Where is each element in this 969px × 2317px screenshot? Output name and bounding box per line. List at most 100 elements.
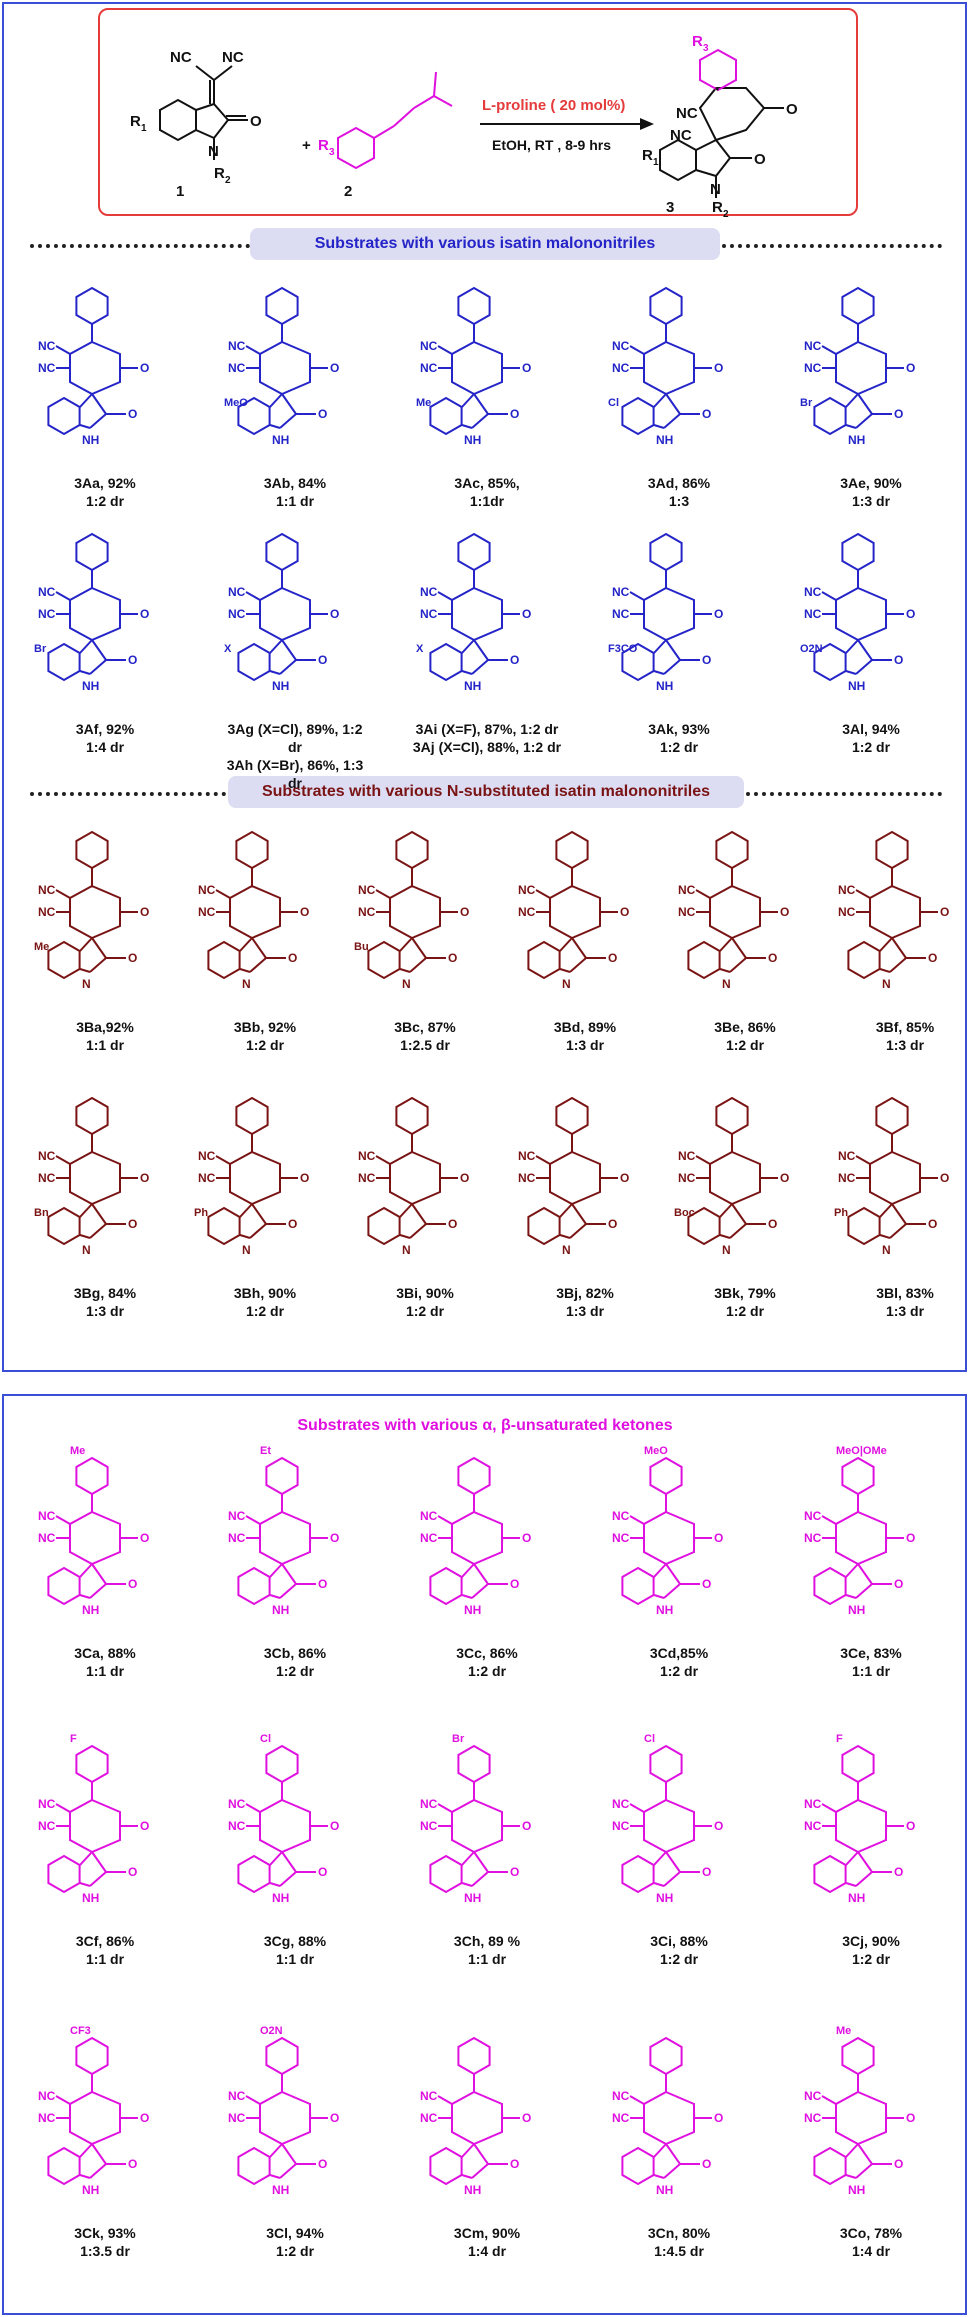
ketone-oxygen: O xyxy=(140,1819,149,1833)
ring-nitrogen: NH xyxy=(848,1891,865,1905)
substituent-label: Br xyxy=(34,643,47,655)
compound-label: 3Bh, 90% 1:2 dr xyxy=(190,1284,340,1320)
ketone-oxygen: O xyxy=(140,905,149,919)
substituent-label: X xyxy=(416,643,424,655)
ketone-oxygen: O xyxy=(906,1819,915,1833)
compound-structure: NC NC O O NH Me xyxy=(416,286,531,447)
nitrile-label-1: NC xyxy=(518,883,536,897)
compound-dr: 1:1 dr xyxy=(467,1951,507,1967)
compound-B-6: NC NC O O N Bn 3Bg, 84% 1:3 dr xyxy=(30,1076,180,1319)
ketone-oxygen: O xyxy=(780,905,789,919)
compound-label: 3Bb, 92% 1:2 dr xyxy=(190,1018,340,1054)
ring-nitrogen: NH xyxy=(464,679,481,693)
compound-C-5: NC NC O O NH F 3Cf, 86% 1:1 dr xyxy=(30,1724,180,1967)
compound-label: 3Ch, 89 % 1:1 dr xyxy=(412,1932,562,1968)
substituent-label: Boc xyxy=(674,1207,695,1219)
nitrile-label-2: NC xyxy=(198,905,216,919)
compound-label: 3Ad, 86% 1:3 xyxy=(604,474,754,510)
ketone-oxygen: O xyxy=(714,607,723,621)
compound-C-6: NC NC O O NH Cl 3Cg, 88% 1:1 dr xyxy=(220,1724,370,1967)
nitrile-label-1: NC xyxy=(612,1509,630,1523)
compound-structure: NC NC O O NH xyxy=(420,1456,531,1617)
scheme-r1: R xyxy=(130,113,141,130)
compound-yield: 3Bl, 83% xyxy=(876,1285,934,1301)
scheme-r2-index: 2 xyxy=(225,175,231,186)
ring-nitrogen: NH xyxy=(272,1891,289,1905)
compound-dr: 1:2 dr xyxy=(405,1303,445,1319)
lactam-oxygen: O xyxy=(928,1217,937,1231)
compound-structure: NC NC O O NH MeO|OMe xyxy=(804,1445,915,1617)
substituent-label: Et xyxy=(260,1445,271,1457)
compound-structure: NC NC O O NH xyxy=(420,2036,531,2197)
nitrile-label-1: NC xyxy=(804,339,822,353)
nitrile-label-1: NC xyxy=(612,1797,630,1811)
compound-dr: 1:3 dr xyxy=(565,1037,605,1053)
nitrile-label-2: NC xyxy=(420,1819,438,1833)
substituent-label: O2N xyxy=(260,2025,283,2037)
lactam-oxygen: O xyxy=(894,1577,903,1591)
compound-label: 3Bj, 82% 1:3 dr xyxy=(510,1284,660,1320)
nitrile-label-2: NC xyxy=(804,1819,822,1833)
nitrile-label-2: NC xyxy=(804,607,822,621)
compound-label: 3Bd, 89% 1:3 dr xyxy=(510,1018,660,1054)
compound-yield: 3Ai (X=F), 87%, 1:2 dr xyxy=(415,721,559,737)
compound-C-3: NC NC O O NH MeO 3Cd,85% 1:2 dr xyxy=(604,1436,754,1679)
compound-structure: NC NC O O NH Br xyxy=(34,532,149,693)
compound-structure: NC NC O O NH Cl xyxy=(608,286,723,447)
nitrile-label-2: NC xyxy=(38,2111,56,2125)
compound-structure: NC NC O O NH xyxy=(612,2036,723,2197)
compound-dr: 1:2.5 dr xyxy=(400,1037,450,1053)
ring-nitrogen: NH xyxy=(656,2183,673,2197)
ketone-oxygen: O xyxy=(140,361,149,375)
compound-structure: NC NC O O N Ph xyxy=(834,1096,949,1257)
compound-label: 3Cm, 90% 1:4 dr xyxy=(412,2224,562,2260)
compound-yield: 3Bc, 87% xyxy=(394,1019,456,1035)
ring-nitrogen: NH xyxy=(656,1891,673,1905)
compound-dr: 1:1 dr xyxy=(851,1663,891,1679)
compound-yield: 3Cb, 86% xyxy=(263,1645,327,1661)
nitrile-label-1: NC xyxy=(228,339,246,353)
lactam-oxygen: O xyxy=(510,1865,519,1879)
compound-yield: 3Ac, 85%, xyxy=(454,475,520,491)
nitrile-label-2: NC xyxy=(838,1171,856,1185)
substituent-label: MeO xyxy=(644,1445,668,1457)
compound-C-1: NC NC O O NH Et 3Cb, 86% 1:2 dr xyxy=(220,1436,370,1679)
nitrile-label-1: NC xyxy=(38,339,56,353)
compound-dr: 1:2 dr xyxy=(725,1037,765,1053)
scheme-r2-product: R xyxy=(712,199,723,216)
lactam-oxygen: O xyxy=(702,407,711,421)
lactam-oxygen: O xyxy=(510,2157,519,2171)
lactam-oxygen: O xyxy=(318,653,327,667)
lactam-oxygen: O xyxy=(510,407,519,421)
substituent-label: Bn xyxy=(34,1207,49,1219)
ketone-oxygen: O xyxy=(330,1531,339,1545)
compound-yield: 3Ca, 88% xyxy=(74,1645,136,1661)
compound-yield: 3Cn, 80% xyxy=(647,2225,711,2241)
compound-structure: NC NC O O NH MeO xyxy=(224,286,339,447)
compound-dr: 1:2 dr xyxy=(659,1951,699,1967)
compound-dr: 1:1 dr xyxy=(85,1663,125,1679)
substituent-label: Cl xyxy=(608,397,619,409)
ketone-oxygen: O xyxy=(140,1171,149,1185)
ring-nitrogen: N xyxy=(82,977,91,991)
ketone-oxygen: O xyxy=(714,1531,723,1545)
compound-A-4: NC NC O O NH Br 3Ae, 90% 1:3 dr xyxy=(796,266,946,509)
nitrile-label-2: NC xyxy=(358,1171,376,1185)
ketone-oxygen: O xyxy=(330,1819,339,1833)
compound-yield: 3Be, 86% xyxy=(714,1019,776,1035)
compound-label: 3Ci, 88% 1:2 dr xyxy=(604,1932,754,1968)
ketone-oxygen: O xyxy=(906,361,915,375)
lactam-oxygen: O xyxy=(128,653,137,667)
substituent-label: Cl xyxy=(644,1733,655,1745)
compound-structure: NC NC O O NH MeO xyxy=(612,1445,723,1617)
ketone-oxygen: O xyxy=(522,361,531,375)
lactam-oxygen: O xyxy=(702,2157,711,2171)
compound-structure: NC NC O O N xyxy=(518,830,629,991)
ring-nitrogen: NH xyxy=(82,433,99,447)
compound-label: 3Cb, 86% 1:2 dr xyxy=(220,1644,370,1680)
compound-B-1: NC NC O O N 3Bb, 92% 1:2 dr xyxy=(190,810,340,1053)
compound-structure: NC NC O O NH X xyxy=(224,532,339,693)
ketone-oxygen: O xyxy=(906,607,915,621)
ring-nitrogen: NH xyxy=(82,1891,99,1905)
compound-A-2: NC NC O O NH Me 3Ac, 85%, 1:1dr xyxy=(412,266,562,509)
